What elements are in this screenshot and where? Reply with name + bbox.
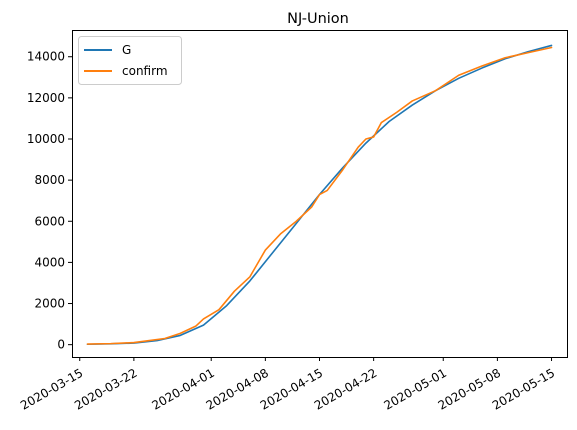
- series-layer: [86, 44, 553, 346]
- legend-label-confirm: confirm: [122, 64, 168, 78]
- y-tick-label: 8000: [34, 173, 65, 187]
- series-line-confirm: [86, 46, 553, 345]
- y-tick-label: 14000: [27, 50, 65, 64]
- legend-label-g: G: [122, 43, 131, 57]
- y-tick-label: 12000: [27, 91, 65, 105]
- y-tick-label: 2000: [34, 297, 65, 311]
- chart-title: NJ-Union: [287, 11, 349, 27]
- y-tick-label: 10000: [27, 132, 65, 146]
- legend-box: [78, 36, 182, 85]
- y-tick-label: 6000: [34, 214, 65, 228]
- y-tick-label: 4000: [34, 255, 65, 269]
- legend: G confirm: [78, 36, 182, 85]
- y-tick-label: 0: [57, 338, 65, 352]
